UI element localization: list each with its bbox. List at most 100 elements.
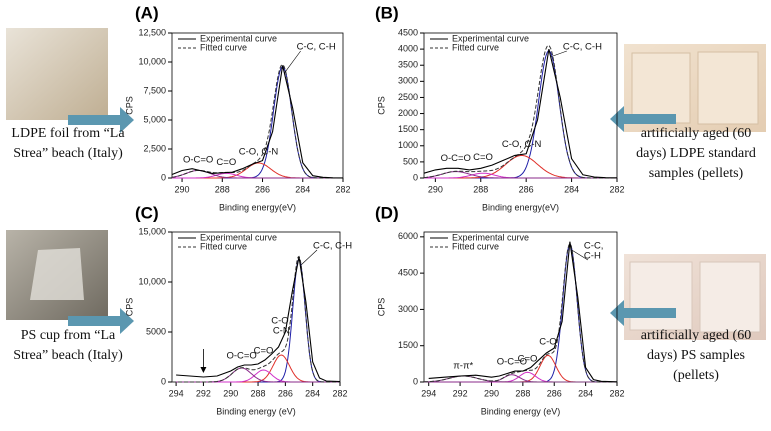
sample-caption: artificially aged (60 [641, 328, 751, 343]
y-tick-label: 1500 [398, 340, 418, 350]
y-tick-label: 500 [403, 156, 418, 166]
y-tick-label: 4500 [398, 268, 418, 278]
x-tick-label: 288 [215, 184, 230, 194]
x-tick-label: 284 [564, 184, 579, 194]
experimental-curve [171, 65, 344, 179]
peak-label: C=O [216, 157, 236, 168]
fitted-curve [172, 255, 340, 383]
leader [571, 249, 589, 261]
y-tick-label: 6000 [398, 231, 418, 241]
peak-label: O-C=O [441, 153, 471, 164]
y-tick-label: 4500 [398, 27, 418, 37]
y-axis-label: CPS [376, 298, 386, 317]
x-tick-label: 290 [428, 184, 443, 194]
x-axis-label: Binding energy (eV) [481, 406, 561, 416]
x-tick-label: 286 [547, 388, 562, 398]
arrows [68, 106, 676, 334]
chart: (B) artificially aged (60 days) LDPE stand… [375, 3, 756, 212]
sample-caption: days) LDPE standard [636, 146, 756, 161]
arrow [68, 308, 134, 334]
y-tick-label: 5000 [146, 326, 166, 336]
legend-label: Fitted curve [200, 42, 247, 52]
y-tick-label: 3500 [398, 60, 418, 70]
marker-head [200, 367, 207, 373]
fitted-curve [171, 64, 343, 179]
y-tick-label: 2000 [398, 108, 418, 118]
x-tick-label: 290 [175, 184, 190, 194]
peak-label: O-C=O [226, 350, 256, 361]
pellet [697, 51, 759, 125]
sample-caption: samples (pellets) [649, 166, 744, 181]
x-tick-label: 282 [335, 184, 350, 194]
peak-label: C=O [254, 345, 274, 356]
x-tick-label: 284 [295, 184, 310, 194]
x-tick-label: 282 [609, 388, 624, 398]
x-axis-label: Binding energy(eV) [219, 202, 296, 212]
pellet [629, 261, 693, 331]
y-tick-label: 5,000 [143, 114, 166, 124]
y-tick-label: 0 [161, 172, 166, 182]
peak-label: C-C, C-H [313, 241, 352, 252]
y-tick-label: 0 [413, 172, 418, 182]
chart: (C) PS cup from “La Strea” beach (Italy) Bi… [13, 203, 352, 416]
sample-caption: PS cup from “La [21, 328, 116, 343]
leader [300, 249, 318, 266]
sample-caption: LDPE foil from “La [11, 126, 125, 141]
peak-label: C-O, [271, 316, 291, 327]
pellet [631, 52, 691, 124]
sample-caption: artificially aged (60 [641, 126, 751, 141]
legend-label: Fitted curve [200, 241, 247, 251]
component-peak [172, 258, 340, 383]
peak-label: π-π* [453, 360, 473, 371]
chart: (D) artificially aged (60 days) PS samples… [375, 203, 751, 416]
sample-caption: (pellets) [673, 368, 719, 383]
y-tick-label: 1000 [398, 140, 418, 150]
peak-label: C-C, C-H [297, 42, 336, 53]
x-tick-label: 282 [609, 184, 624, 194]
peak-label: C-O [539, 337, 556, 348]
y-tick-label: 1500 [398, 124, 418, 134]
legend-label: Experimental curve [452, 33, 529, 43]
x-tick-label: 284 [578, 388, 593, 398]
leader [284, 50, 301, 73]
x-tick-label: 288 [251, 388, 266, 398]
x-axis-label: Binding energy (eV) [216, 406, 296, 416]
x-tick-label: 294 [169, 388, 184, 398]
y-tick-label: 10,000 [138, 56, 166, 66]
panel-label: (C) [135, 203, 159, 222]
experimental-curve [428, 241, 618, 383]
photo [6, 28, 108, 120]
panel-label: (D) [375, 203, 399, 222]
experimental-curve [176, 256, 341, 383]
y-axis-label: CPS [124, 96, 134, 115]
y-tick-label: 12,500 [138, 27, 166, 37]
x-tick-label: 290 [223, 388, 238, 398]
peak-label: C=O [518, 353, 538, 364]
peak-label: C=O [473, 152, 493, 163]
x-axis-label: Binding energy(eV) [482, 202, 559, 212]
sample-caption: days) PS samples [647, 348, 745, 363]
legend-label: Fitted curve [452, 42, 499, 52]
x-tick-label: 290 [484, 388, 499, 398]
y-tick-label: 0 [413, 376, 418, 386]
y-tick-label: 3000 [398, 304, 418, 314]
component-peak [172, 367, 340, 383]
panel-label: (A) [135, 3, 159, 22]
x-tick-label: 282 [332, 388, 347, 398]
arrow [610, 300, 676, 326]
legend-label: Fitted curve [452, 241, 499, 251]
x-tick-label: 286 [255, 184, 270, 194]
x-tick-label: 292 [453, 388, 468, 398]
y-axis-label: CPS [124, 298, 134, 317]
sample-caption: Strea” beach (Italy) [13, 146, 123, 161]
y-tick-label: 15,000 [138, 226, 166, 236]
y-tick-label: 2,500 [143, 143, 166, 153]
legend-label: Experimental curve [452, 232, 529, 242]
leader [550, 50, 567, 58]
x-tick-label: 288 [515, 388, 530, 398]
y-tick-label: 0 [161, 376, 166, 386]
y-tick-label: 10,000 [138, 276, 166, 286]
peak-label: O-C=O [183, 155, 213, 166]
